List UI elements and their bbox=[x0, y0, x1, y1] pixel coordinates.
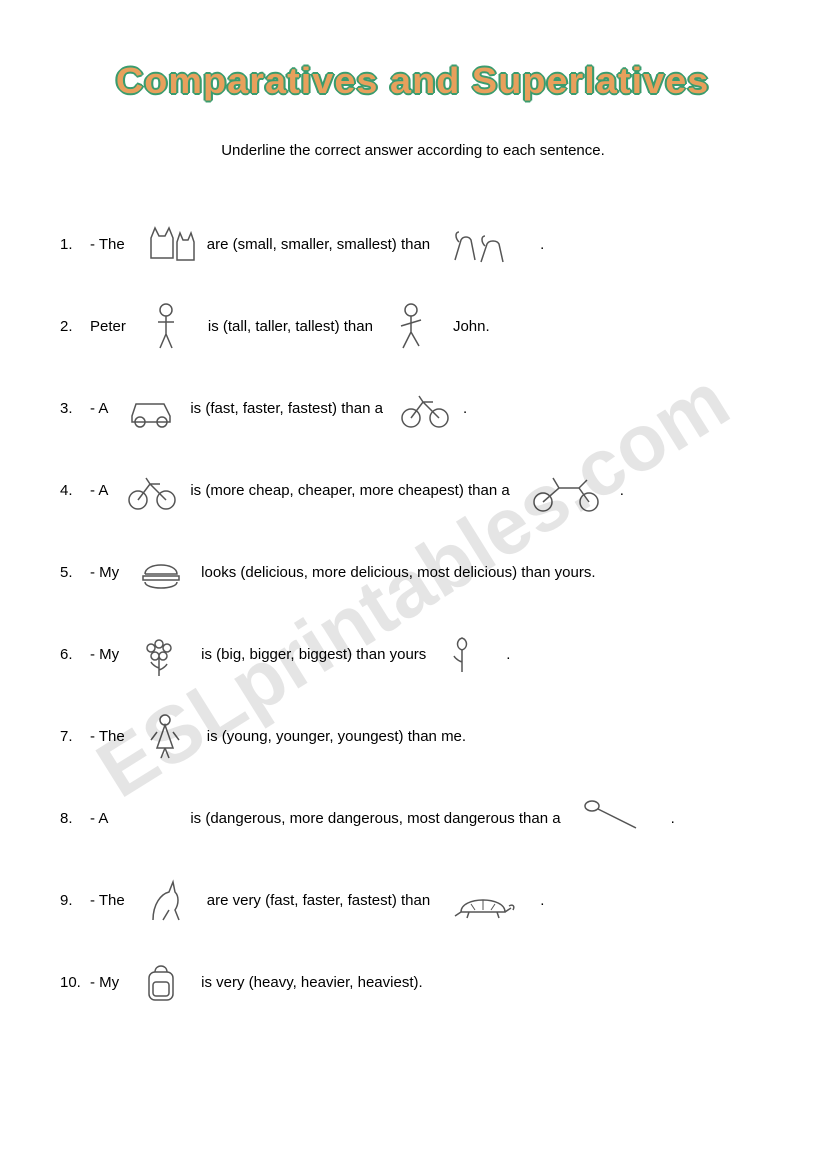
backpack-icon bbox=[131, 956, 191, 1008]
kangaroo-icon bbox=[137, 874, 197, 926]
item-options: is (young, younger, youngest) than me. bbox=[207, 728, 466, 745]
worksheet-item: 4.- A is (more cheap, cheaper, more cheap… bbox=[60, 455, 776, 525]
worksheet-item: 3.- A is (fast, faster, fastest) than a. bbox=[60, 373, 776, 443]
item-prefix: - The bbox=[90, 728, 125, 745]
item-prefix: - My bbox=[90, 564, 119, 581]
worksheet-item: 9.- The are very (fast, faster, fastest) … bbox=[60, 865, 776, 935]
car-icon bbox=[120, 382, 180, 434]
worksheet-item: 5.- My looks (delicious, more delicious, … bbox=[60, 537, 776, 607]
item-options: is (tall, taller, tallest) than bbox=[208, 318, 373, 335]
item-prefix: - My bbox=[90, 646, 119, 663]
worksheet-item: 8.- A is (dangerous, more dangerous, most… bbox=[60, 783, 776, 853]
item-options: is (dangerous, more dangerous, most dang… bbox=[190, 810, 560, 827]
item-suffix: . bbox=[540, 236, 544, 253]
worksheet-item: 1.- The are (small, smaller, smallest) th… bbox=[60, 209, 776, 279]
item-number: 2. bbox=[60, 318, 90, 335]
item-options: are (small, smaller, smallest) than bbox=[207, 236, 430, 253]
bicycle-icon bbox=[393, 382, 453, 434]
dogs-icon bbox=[440, 218, 530, 270]
turtle-icon bbox=[440, 874, 530, 926]
girl-icon bbox=[137, 710, 197, 762]
items-list: 1.- Theare (small, smaller, smallest) th… bbox=[50, 209, 776, 1017]
worksheet-item: 10.- My is very (heavy, heavier, heaviest… bbox=[60, 947, 776, 1017]
rose-icon bbox=[436, 628, 496, 680]
item-number: 7. bbox=[60, 728, 90, 745]
burger-icon bbox=[131, 546, 191, 598]
item-prefix: - A bbox=[90, 482, 108, 499]
item-number: 10. bbox=[60, 974, 90, 991]
item-prefix: Peter bbox=[90, 318, 126, 335]
boy2-icon bbox=[383, 300, 443, 352]
worksheet-page: Comparatives and Superlatives Underline … bbox=[0, 0, 826, 1169]
item-suffix: . bbox=[671, 810, 675, 827]
item-number: 3. bbox=[60, 400, 90, 417]
item-number: 6. bbox=[60, 646, 90, 663]
worksheet-item: 6.- My is (big, bigger, biggest) than you… bbox=[60, 619, 776, 689]
item-number: 4. bbox=[60, 482, 90, 499]
flower-icon bbox=[131, 628, 191, 680]
item-options: looks (delicious, more delicious, most d… bbox=[201, 564, 595, 581]
item-prefix: - A bbox=[90, 400, 108, 417]
item-options: is very (heavy, heavier, heaviest). bbox=[201, 974, 422, 991]
item-prefix: - A bbox=[90, 810, 108, 827]
item-suffix: . bbox=[463, 400, 467, 417]
item-options: is (more cheap, cheaper, more cheapest) … bbox=[190, 482, 509, 499]
motorcycle-icon bbox=[520, 464, 610, 516]
item-options: is (big, bigger, biggest) than yours bbox=[201, 646, 426, 663]
blank-icon bbox=[120, 792, 180, 844]
item-number: 5. bbox=[60, 564, 90, 581]
title-text: Comparatives and Superlatives bbox=[116, 60, 709, 102]
instruction-text: Underline the correct answer according t… bbox=[50, 142, 776, 159]
bicycle-icon bbox=[120, 464, 180, 516]
item-prefix: - The bbox=[90, 892, 125, 909]
item-options: are very (fast, faster, fastest) than bbox=[207, 892, 430, 909]
worksheet-item: 2.Peter is (tall, taller, tallest) than Jo… bbox=[60, 291, 776, 361]
item-suffix: . bbox=[506, 646, 510, 663]
cats-icon bbox=[137, 218, 197, 270]
item-suffix: . bbox=[540, 892, 544, 909]
item-options: is (fast, faster, fastest) than a bbox=[190, 400, 383, 417]
spoon-icon bbox=[571, 792, 661, 844]
page-title: Comparatives and Superlatives bbox=[50, 60, 776, 102]
item-number: 1. bbox=[60, 236, 90, 253]
item-suffix: John. bbox=[453, 318, 490, 335]
boy-icon bbox=[138, 300, 198, 352]
item-prefix: - My bbox=[90, 974, 119, 991]
item-prefix: - The bbox=[90, 236, 125, 253]
item-suffix: . bbox=[620, 482, 624, 499]
item-number: 8. bbox=[60, 810, 90, 827]
worksheet-item: 7.- The is (young, younger, youngest) tha… bbox=[60, 701, 776, 771]
item-number: 9. bbox=[60, 892, 90, 909]
